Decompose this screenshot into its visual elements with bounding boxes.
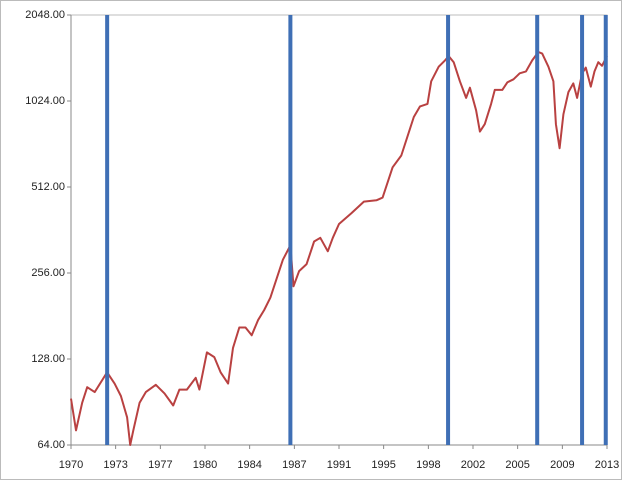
x-tick-label: 1977 (148, 459, 172, 471)
x-tick-label: 2005 (505, 459, 529, 471)
y-tick-label: 256.00 (31, 267, 65, 279)
x-tick-label: 1973 (103, 459, 127, 471)
x-tick-label: 1970 (59, 459, 83, 471)
x-tick-label: 1984 (237, 459, 261, 471)
x-tick-label: 1998 (416, 459, 440, 471)
y-tick-label: 1024.00 (25, 95, 65, 107)
x-tick-label: 2009 (550, 459, 574, 471)
x-tick-label: 2013 (595, 459, 619, 471)
y-tick-label: 64.00 (37, 439, 65, 451)
x-tick-label: 2002 (461, 459, 485, 471)
y-tick-label: 2048.00 (25, 9, 65, 21)
y-tick-label: 128.00 (31, 353, 65, 365)
x-tick-label: 1991 (327, 459, 351, 471)
x-tick-label: 1987 (282, 459, 306, 471)
x-tick-label: 1995 (371, 459, 395, 471)
x-tick-label: 1980 (193, 459, 217, 471)
y-tick-label: 512.00 (31, 181, 65, 193)
price-line (70, 51, 608, 446)
